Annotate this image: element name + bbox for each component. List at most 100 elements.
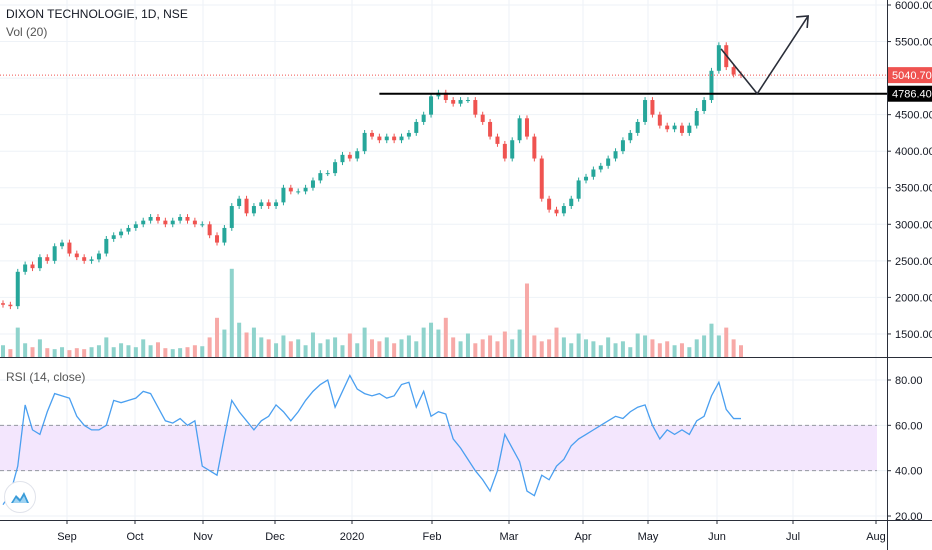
candle-body xyxy=(362,132,367,152)
candle xyxy=(266,199,271,209)
candle-body xyxy=(229,206,234,228)
candle xyxy=(643,97,648,125)
candle-body xyxy=(178,216,183,221)
volume-bar xyxy=(170,349,175,357)
volume-bar xyxy=(451,337,456,357)
candle-body xyxy=(606,158,611,166)
volume-bar xyxy=(96,345,101,357)
candle-body xyxy=(347,154,352,159)
candle-body xyxy=(569,198,574,207)
candle xyxy=(141,217,146,228)
candle xyxy=(52,243,57,264)
volume-bar xyxy=(23,343,28,357)
candle xyxy=(665,122,670,133)
candle-body xyxy=(133,224,138,228)
rsi-tick-label: 60.00 xyxy=(895,420,923,432)
volume-bar xyxy=(355,343,360,357)
volume-bar xyxy=(222,329,227,357)
volume-bar xyxy=(362,327,367,357)
candle xyxy=(170,217,175,228)
price-tick-label: 6000.00 xyxy=(895,0,932,12)
volume-bar xyxy=(303,345,308,357)
rsi-legend[interactable]: RSI (14, close) xyxy=(6,370,86,384)
candle-body xyxy=(37,257,42,269)
volume-bar xyxy=(67,350,72,357)
candle xyxy=(119,228,124,239)
candle xyxy=(547,195,552,213)
last-price-label: 5040.70 xyxy=(892,70,932,82)
candle-body xyxy=(643,100,648,122)
candle xyxy=(561,203,566,217)
candle-body xyxy=(709,70,714,101)
candle-body xyxy=(399,136,404,141)
candle xyxy=(259,199,264,209)
candle xyxy=(370,130,374,140)
candle xyxy=(163,217,168,228)
volume-bar xyxy=(709,323,714,357)
volume-bar xyxy=(672,345,677,357)
candle xyxy=(429,93,434,118)
volume-bar xyxy=(45,348,50,357)
candle-body xyxy=(74,253,79,258)
volume-bar xyxy=(89,347,94,357)
volume-bar xyxy=(724,327,729,357)
volume-bar xyxy=(561,337,566,357)
candle-body xyxy=(355,151,360,159)
candle xyxy=(222,225,227,246)
support-level-label: 4786.40 xyxy=(892,89,932,101)
volume-bar xyxy=(126,345,131,357)
volume-bar xyxy=(628,347,633,357)
volume-bar xyxy=(399,339,404,357)
candle xyxy=(532,133,537,162)
candle-body xyxy=(141,220,146,225)
candle xyxy=(554,206,559,217)
candle xyxy=(377,133,382,144)
volume-bar xyxy=(436,329,441,357)
volume-bar xyxy=(30,347,35,357)
volume-bar xyxy=(495,341,500,357)
candle-body xyxy=(318,173,323,181)
candle-body xyxy=(8,304,13,307)
volume-bar xyxy=(141,339,146,357)
candle-body xyxy=(465,100,470,102)
volume-bar xyxy=(510,339,515,357)
volume-bar xyxy=(539,341,544,357)
candle xyxy=(133,221,138,231)
volume-bar xyxy=(665,341,670,357)
candle xyxy=(74,250,79,261)
candle xyxy=(155,214,160,224)
candle-body xyxy=(340,154,345,163)
rsi-tick-label: 20.00 xyxy=(895,511,923,523)
candle-body xyxy=(222,227,227,243)
volume-bar xyxy=(82,349,87,357)
candle xyxy=(347,151,352,162)
candle xyxy=(310,177,315,191)
volume-bar xyxy=(443,317,448,357)
rsi-band xyxy=(0,425,877,471)
candle xyxy=(657,111,662,129)
volume-bar xyxy=(274,343,279,357)
candle xyxy=(15,268,20,310)
candle-body xyxy=(554,209,559,214)
candle xyxy=(576,177,581,202)
volume-bar xyxy=(251,327,256,357)
candle-body xyxy=(392,136,397,141)
volume-bar xyxy=(340,345,345,357)
candle-body xyxy=(635,121,640,133)
volume-bar xyxy=(657,343,662,357)
volume-bar xyxy=(229,268,234,357)
candle xyxy=(495,133,500,147)
candle-body xyxy=(458,100,463,104)
candle xyxy=(702,97,707,114)
tradingview-logo-icon[interactable] xyxy=(4,481,36,513)
candle-body xyxy=(406,132,411,137)
volume-legend[interactable]: Vol (20) xyxy=(6,25,48,39)
candle-body xyxy=(45,257,50,261)
chart-title: DIXON TECHNOLOGIE, 1D, NSE xyxy=(6,7,188,21)
candle-body xyxy=(547,198,552,210)
price-tick-label: 3000.00 xyxy=(895,219,932,231)
candle-body xyxy=(30,264,35,269)
candle-body xyxy=(473,100,478,115)
volume-bar xyxy=(155,342,160,357)
